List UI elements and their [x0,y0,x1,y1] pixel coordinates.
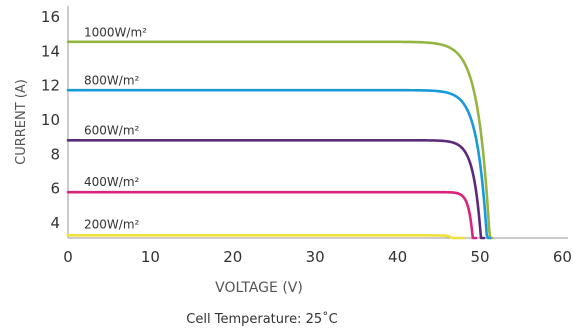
y-tick-label: 14 [41,42,60,60]
y-tick-label: 16 [41,8,60,26]
series-line [66,190,478,240]
cell-temperature-caption: Cell Temperature: 25˚C [186,311,337,327]
x-tick-label: 50 [470,248,489,266]
series-line [66,40,494,240]
y-tick-label: 6 [50,180,60,198]
series-label: 200W/m² [84,218,140,232]
x-tick-label: 20 [223,248,242,266]
x-axis-title: VOLTAGE (V) [215,280,303,296]
series-label: 600W/m² [84,123,140,137]
y-tick-label: 4 [50,214,60,232]
series-line [66,88,492,240]
x-tick-label: 0 [63,248,73,266]
y-tick-label: 12 [41,77,60,95]
x-tick-label: 60 [553,248,572,266]
series-line [66,139,486,240]
series-label: 800W/m² [84,74,140,88]
x-tick-label: 40 [388,248,407,266]
y-tick-label: 8 [50,145,60,163]
tick-labels: 0 10 20 30 40 50 60 4 6 8 10 12 14 16 [41,8,572,266]
series-label: 1000W/m² [84,25,147,39]
series-lines [66,40,494,240]
y-tick-label: 10 [41,111,60,129]
x-tick-label: 30 [306,248,325,266]
x-tick-label: 10 [141,248,160,266]
y-axis-title: CURRENT (A) [14,79,29,165]
series-labels: 1000W/m² 800W/m² 600W/m² 400W/m² 200W/m² [84,25,147,231]
series-line [66,234,465,240]
series-label: 400W/m² [84,175,140,189]
